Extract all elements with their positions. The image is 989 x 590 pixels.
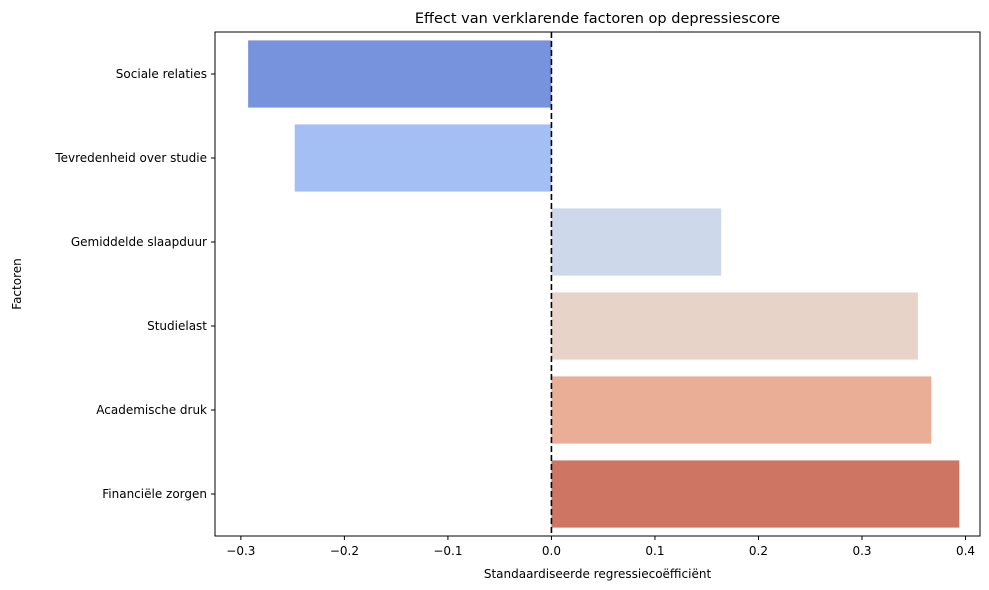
x-tick-label: 0.1 — [645, 544, 664, 558]
category-label: Gemiddelde slaapduur — [71, 235, 207, 249]
y-axis-title: Factoren — [10, 258, 24, 309]
chart-title: Effect van verklarende factoren op depre… — [415, 11, 780, 27]
x-tick-label: −0.1 — [433, 544, 462, 558]
x-tick-label: 0.3 — [852, 544, 871, 558]
plot-frame — [214, 31, 981, 537]
x-axis-title: Standaardiseerde regressiecoëfficiënt — [484, 567, 712, 581]
category-label: Studielast — [147, 319, 207, 333]
bars-layer — [248, 40, 960, 528]
x-tick-label: 0.0 — [542, 544, 561, 558]
bar — [248, 40, 552, 108]
bar — [551, 292, 918, 360]
category-label: Financiële zorgen — [102, 487, 207, 501]
x-axis-ticks: −0.3 −0.2 −0.1 0.0 0.1 0.2 0.3 0.4 — [226, 536, 975, 558]
y-axis-ticks: Sociale relaties Tevredenheid over studie… — [54, 67, 215, 501]
bar — [294, 124, 552, 192]
category-label: Sociale relaties — [116, 67, 207, 81]
bar — [551, 460, 960, 528]
bar — [551, 208, 722, 276]
x-tick-label: 0.2 — [749, 544, 768, 558]
category-label: Academische druk — [96, 403, 207, 417]
x-tick-label: −0.3 — [226, 544, 255, 558]
bar — [551, 376, 932, 444]
x-tick-label: 0.4 — [956, 544, 975, 558]
category-label: Tevredenheid over studie — [54, 151, 207, 165]
x-tick-label: −0.2 — [330, 544, 359, 558]
